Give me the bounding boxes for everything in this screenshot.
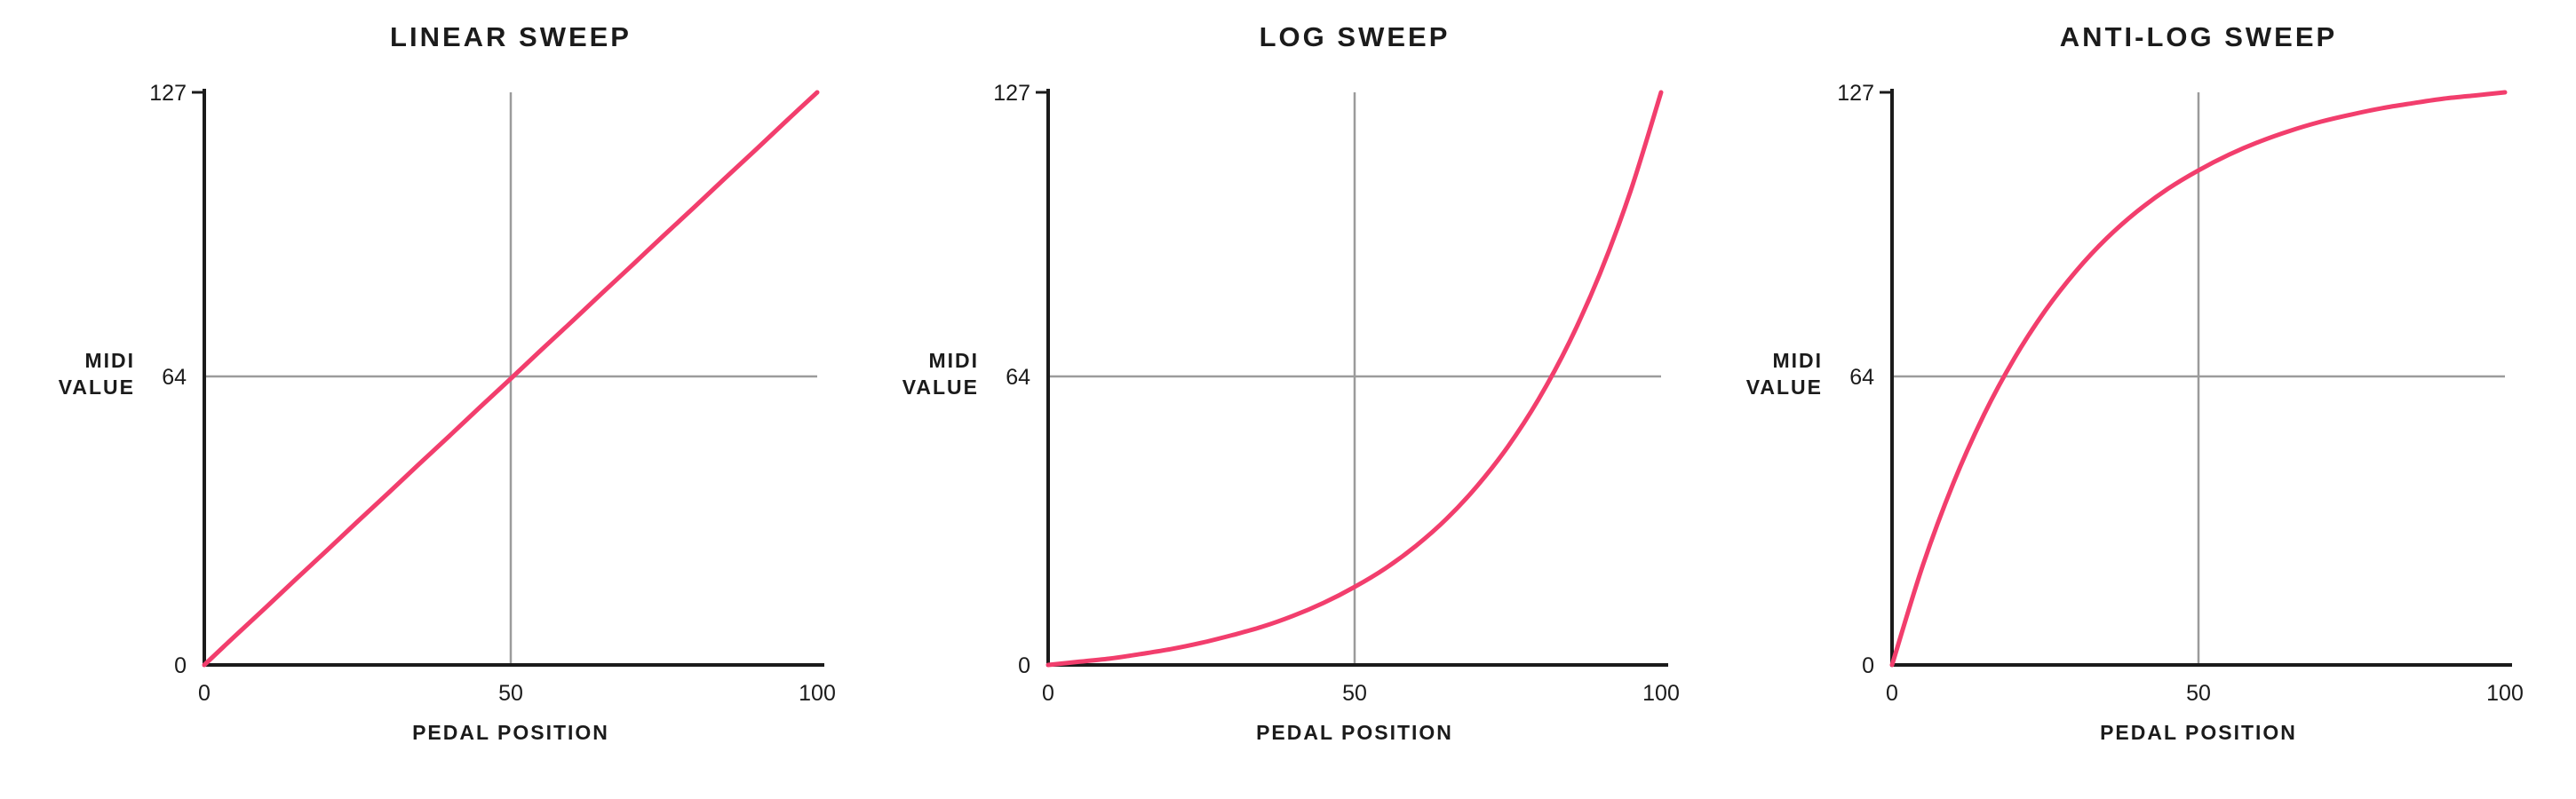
chart-plot-anti-log: 0 64 127 0 50 100 MIDI VALUE PEDAL POSITION [1746,81,2523,744]
chart-anti-log-sweep: ANTI-LOG SWEEP 0 64 127 0 50 100 MIDI VALUE PEDA… [1741,9,2523,749]
y-axis-title: VALUE [59,376,135,399]
x-tick-label: 100 [1642,681,1679,706]
y-tick-label: 127 [149,81,187,106]
x-tick-label: 100 [799,681,835,706]
sweep-curve [1046,90,1664,668]
x-tick-label: 50 [498,681,523,706]
sweep-curve [202,90,820,668]
x-axis-title: PEDAL POSITION [2100,721,2297,744]
x-axis-title: PEDAL POSITION [1256,721,1453,744]
y-tick-label: 64 [162,365,187,390]
chart-plot-linear: 0 64 127 0 50 100 MIDI VALUE PEDAL POSITION [59,81,835,744]
y-axis-title: MIDI [928,349,979,372]
chart-linear-sweep: LINEAR SWEEP 0 64 127 0 50 100 MIDI VALUE PEDAL … [53,9,835,749]
x-tick-label: 0 [198,681,211,706]
y-tick-label: 0 [1862,653,1874,678]
y-tick-label: 127 [1837,81,1874,106]
x-tick-label: 100 [2486,681,2523,706]
sweep-curve [1889,90,2508,668]
y-tick-label: 127 [993,81,1030,106]
x-tick-label: 50 [2186,681,2211,706]
y-axis-title: MIDI [84,349,135,372]
chart-title: LINEAR SWEEP [390,21,632,52]
chart-title: LOG SWEEP [1259,21,1451,52]
y-tick-label: 0 [174,653,187,678]
chart-plot-log: 0 64 127 0 50 100 MIDI VALUE PEDAL POSITION [902,81,1679,744]
x-tick-label: 0 [1042,681,1054,706]
x-tick-label: 50 [1342,681,1367,706]
chart-title: ANTI-LOG SWEEP [2059,21,2338,52]
y-axis-title: VALUE [902,376,979,399]
y-tick-label: 64 [1006,365,1030,390]
y-axis-title: MIDI [1772,349,1823,372]
x-axis-title: PEDAL POSITION [412,721,609,744]
y-tick-label: 0 [1018,653,1030,678]
y-axis-title: VALUE [1746,376,1823,399]
x-tick-label: 0 [1886,681,1898,706]
charts-row: LINEAR SWEEP 0 64 127 0 50 100 MIDI VALUE PEDAL … [53,9,2523,749]
chart-log-sweep: LOG SWEEP 0 64 127 0 50 100 MIDI VALUE PEDAL POS… [897,9,1679,749]
y-tick-label: 64 [1849,365,1874,390]
